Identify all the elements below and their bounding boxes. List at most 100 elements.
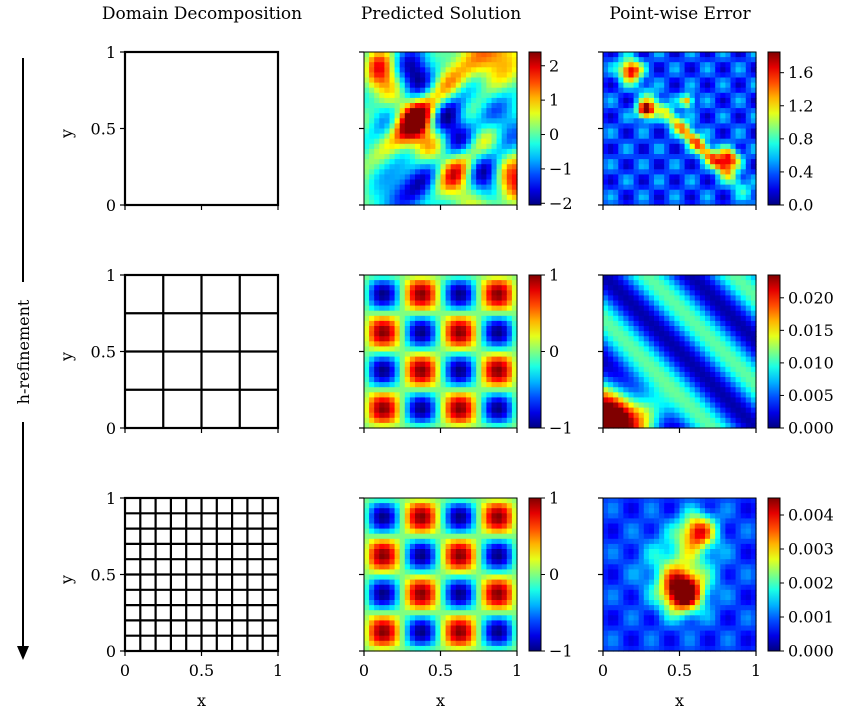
heatmap-cell [471, 508, 477, 514]
heatmap-cell [389, 549, 396, 555]
heatmap-cell [445, 533, 452, 540]
heatmap-cell [491, 87, 498, 94]
heatmap-cell [679, 184, 686, 191]
heatmap-cell [745, 128, 752, 135]
heatmap-cell [643, 290, 650, 296]
heatmap-cell [654, 113, 660, 119]
heatmap-cell [394, 351, 401, 358]
heatmap-cell [623, 574, 630, 581]
heatmap-cell [643, 184, 650, 191]
heatmap-cell [440, 138, 447, 145]
heatmap-cell [409, 169, 416, 175]
heatmap-cell [394, 538, 401, 545]
heatmap-cell [491, 148, 498, 155]
heatmap-cell [710, 143, 716, 150]
heatmap-cell [486, 113, 493, 119]
heatmap-cell [404, 346, 411, 353]
heatmap-cell [654, 503, 660, 509]
heatmap-cell [506, 417, 513, 424]
heatmap-cell [633, 331, 640, 337]
heatmap-cell [399, 280, 406, 286]
heatmap-cell [654, 123, 660, 130]
heatmap-cell [491, 645, 498, 652]
heatmap-cell [491, 356, 498, 363]
heatmap-cell [445, 366, 452, 373]
heatmap-cell [623, 620, 630, 627]
heatmap-cell [404, 351, 411, 358]
heatmap-cell [679, 351, 686, 358]
heatmap-cell [491, 412, 498, 419]
heatmap-cell [735, 103, 742, 109]
heatmap-cell [389, 275, 396, 281]
heatmap-cell [735, 407, 742, 414]
heatmap-cell [450, 528, 457, 535]
heatmap-cell [450, 295, 457, 302]
heatmap-cell [399, 154, 406, 160]
heatmap-cell [415, 159, 421, 165]
heatmap-cell [623, 290, 630, 296]
heatmap-cell [735, 422, 742, 429]
heatmap-cell [664, 422, 670, 429]
heatmap-cell [384, 645, 391, 652]
heatmap-cell [364, 92, 370, 99]
heatmap-cell [730, 199, 737, 206]
heatmap-cell [486, 295, 493, 302]
heatmap-cell [384, 407, 391, 414]
heatmap-cell [720, 392, 726, 398]
heatmap-cell [608, 62, 614, 68]
heatmap-cell [710, 280, 716, 286]
heatmap-cell [654, 97, 660, 104]
heatmap-cell [633, 523, 640, 530]
heatmap-cell [710, 417, 716, 424]
heatmap-cell [699, 57, 706, 63]
heatmap-cell [374, 320, 380, 327]
heatmap-cell [496, 635, 503, 642]
heatmap-cell [689, 189, 696, 196]
heatmap-cell [399, 417, 406, 424]
heatmap-cell [664, 331, 670, 337]
heatmap-cell [730, 67, 737, 73]
heatmap-cell [506, 97, 513, 104]
heatmap-cell [684, 412, 691, 419]
heatmap-cell [750, 280, 757, 286]
heatmap-cell [674, 159, 681, 165]
heatmap-cell [628, 407, 635, 414]
heatmap-cell [613, 615, 619, 621]
heatmap-cell [409, 579, 416, 586]
heatmap-cell [674, 371, 681, 378]
heatmap-cell [425, 92, 431, 99]
heatmap-cell [501, 508, 508, 514]
heatmap-cell [689, 326, 696, 332]
heatmap-cell [445, 320, 452, 327]
heatmap-cell [608, 630, 614, 637]
heatmap-cell [415, 498, 421, 504]
heatmap-cell [471, 108, 477, 114]
heatmap-cell [394, 630, 401, 637]
heatmap-cell [613, 285, 619, 291]
heatmap-cell [679, 82, 686, 89]
heatmap-cell [389, 113, 396, 119]
heatmap-cell [369, 341, 375, 347]
heatmap-cell [618, 189, 624, 196]
heatmap-cell [618, 498, 624, 504]
heatmap-cell [720, 199, 726, 206]
heatmap-cell [608, 356, 614, 363]
heatmap-cell [460, 594, 467, 601]
heatmap-cell [450, 148, 457, 155]
heatmap-cell [623, 341, 630, 347]
heatmap-cell [725, 57, 732, 63]
heatmap-cell [643, 280, 650, 286]
heatmap-cell [389, 87, 396, 94]
heatmap-cell [654, 194, 660, 201]
heatmap-cell [628, 640, 635, 647]
heatmap-cell [491, 290, 498, 296]
heatmap-cell [481, 605, 487, 611]
heatmap-cell [399, 356, 406, 363]
heatmap-cell [506, 564, 513, 570]
heatmap-cell [689, 148, 696, 155]
heatmap-cell [669, 174, 675, 181]
heatmap-cell [699, 392, 706, 398]
heatmap-cell [623, 498, 630, 504]
heatmap-cell [450, 605, 457, 611]
heatmap-cell [511, 184, 518, 191]
